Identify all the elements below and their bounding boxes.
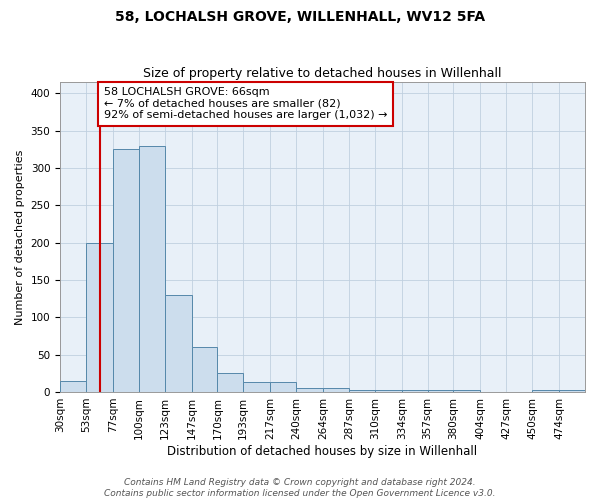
- Bar: [164, 295, 191, 392]
- Bar: [375, 390, 402, 392]
- Bar: [559, 390, 585, 392]
- Bar: [217, 374, 243, 392]
- Bar: [139, 146, 164, 392]
- Text: 58 LOCHALSH GROVE: 66sqm
← 7% of detached houses are smaller (82)
92% of semi-de: 58 LOCHALSH GROVE: 66sqm ← 7% of detache…: [104, 88, 388, 120]
- Text: 58, LOCHALSH GROVE, WILLENHALL, WV12 5FA: 58, LOCHALSH GROVE, WILLENHALL, WV12 5FA: [115, 10, 485, 24]
- Bar: [454, 390, 481, 392]
- Bar: [402, 390, 428, 392]
- Bar: [113, 150, 139, 392]
- Bar: [86, 242, 113, 392]
- Bar: [296, 388, 323, 392]
- Bar: [532, 390, 559, 392]
- Bar: [349, 390, 375, 392]
- Y-axis label: Number of detached properties: Number of detached properties: [15, 150, 25, 324]
- X-axis label: Distribution of detached houses by size in Willenhall: Distribution of detached houses by size …: [167, 444, 478, 458]
- Bar: [191, 347, 217, 392]
- Bar: [323, 388, 349, 392]
- Bar: [270, 382, 296, 392]
- Bar: [428, 390, 454, 392]
- Bar: [243, 382, 270, 392]
- Text: Contains HM Land Registry data © Crown copyright and database right 2024.
Contai: Contains HM Land Registry data © Crown c…: [104, 478, 496, 498]
- Bar: [60, 381, 86, 392]
- Title: Size of property relative to detached houses in Willenhall: Size of property relative to detached ho…: [143, 66, 502, 80]
